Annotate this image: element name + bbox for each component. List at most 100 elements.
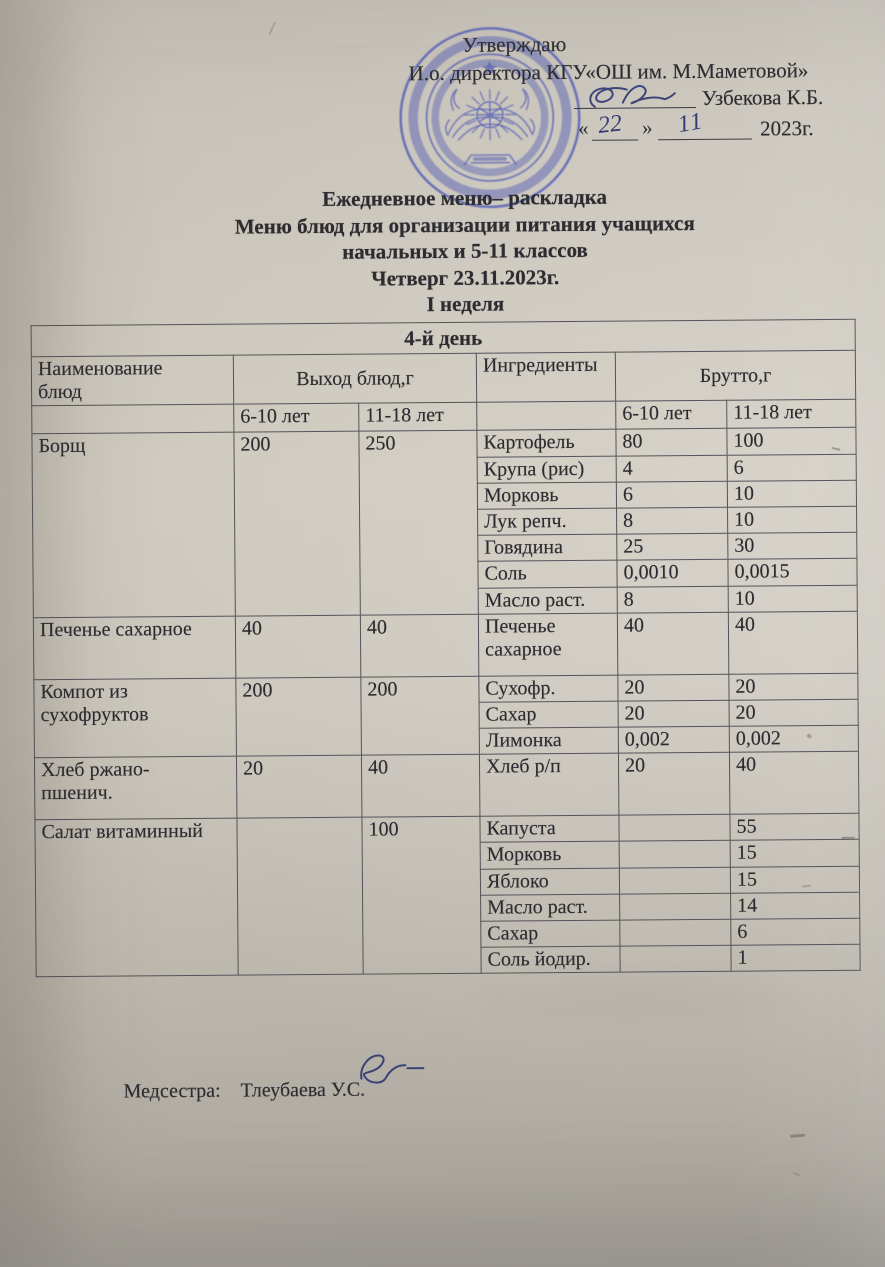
output-old-cell: 100 [361,816,482,975]
paper-scratch [268,21,276,36]
brutto-old-cell: 10 [728,584,858,612]
output-young-cell: 200 [235,676,362,757]
official-stamp [393,21,587,215]
director-name: Узбекова К.Б. [701,84,824,110]
brutto-old-cell: 6 [730,918,861,946]
menu-table: 4-й день Наименование блюд Выход блюд,г … [31,319,861,978]
ingredient-name-cell: Лук репч. [477,508,617,536]
age-old-output: 11-18 лет [358,402,477,432]
brutto-young-cell: 25 [616,533,728,561]
brutto-young-cell: 6 [616,481,728,509]
brutto-old-cell: 30 [727,532,857,560]
menu-row: Хлеб ржано- пшенич. 20 40 Хлеб р/п 20 40 [34,751,859,820]
brutto-old-cell: 1 [730,944,861,972]
approve-word: Утверждаю [462,32,567,57]
ingredient-name-cell: Сухофр. [478,674,619,703]
brutto-young-cell [619,945,732,973]
brutto-old-cell: 55 [729,813,860,841]
age-young-output: 6-10 лет [233,403,359,433]
col-header-dish: Наименование блюд [31,355,234,407]
output-old-cell: 40 [361,754,480,818]
brutto-old-cell: 0,002 [729,725,859,753]
col-header-brutto: Брутто,г [615,350,856,402]
brutto-young-cell: 20 [617,673,730,701]
handwritten-month: 11 [675,107,707,139]
director-signature-icon [589,85,676,108]
col-header-ingredients: Ингредиенты [476,352,616,403]
brutto-young-cell: 80 [615,428,728,456]
ingredient-name-cell: Сахар [479,700,619,729]
ingredient-name-cell: Капуста [479,815,620,843]
brutto-old-cell: 10 [727,506,857,534]
brutto-old-cell: 14 [730,892,860,920]
empty-cell [476,401,616,431]
empty-cell [31,404,234,435]
nurse-name: Тлеубаева У.С. [240,1078,366,1102]
ingredient-name-cell: Масло раст. [480,893,620,922]
ingredient-name-cell: Морковь [477,481,617,510]
dish-name-cell: Салат витаминный [34,818,239,978]
ingredient-name-cell: Лимонка [479,727,619,755]
age-old-brutto: 11-18 лет [726,399,856,429]
dish-name-cell: Печенье сахарное [33,615,236,680]
brutto-old-cell: 40 [728,610,858,674]
ingredient-name-cell: Говядина [477,534,617,562]
output-young-cell: 40 [235,614,361,678]
ingredient-name-cell: Картофель [476,429,617,457]
brutto-young-cell [619,893,731,921]
table-header-row: Наименование блюд Выход блюд,г Ингредиен… [31,350,856,407]
brutto-young-cell [619,840,731,868]
col-header-output: Выход блюд,г [233,353,477,405]
output-young-cell [236,817,364,976]
quote-close: » [641,115,653,140]
brutto-old-cell: 10 [727,479,857,508]
brutto-young-cell: 0,002 [618,726,730,754]
ingredient-name-cell: Крупа (рис) [477,455,617,483]
brutto-young-cell: 40 [617,611,729,675]
menu-row: Печенье сахарное 40 40 Печенье сахарное 40 40 [33,610,858,680]
handwritten-day: 22 [596,110,624,139]
dish-name-cell: Борщ [31,432,236,618]
stamp-graphic [399,27,581,209]
quote-open: « [577,115,589,140]
menu-table-body: Борщ 200 250 Картофель 80 100 Крупа (рис) 4 6 Мор… [31,427,861,978]
brutto-old-cell: 15 [730,839,860,867]
output-young-cell: 200 [233,431,361,616]
title-line-5: I неделя [426,291,505,317]
ingredient-name-cell: Яблоко [480,867,620,896]
brutto-young-cell: 4 [616,454,728,482]
output-young-cell: 20 [236,755,362,819]
brutto-young-cell [618,814,731,842]
output-old-cell: 200 [360,675,480,756]
pencil-mark [789,1133,806,1138]
dish-name-cell: Компот из сухофруктов [33,677,237,758]
brutto-old-cell: 6 [727,453,857,482]
ingredient-name-cell: Сахар [480,920,620,948]
ingredient-name-cell: Соль [477,560,618,588]
brutto-old-cell: 0,0015 [727,558,858,586]
brutto-young-cell [619,919,731,947]
brutto-young-cell [619,866,731,894]
brutto-young-cell: 0,0010 [616,559,729,587]
brutto-old-cell: 20 [729,699,859,727]
ingredient-name-cell: Печенье сахарное [478,612,618,676]
brutto-young-cell: 8 [616,507,728,535]
month-underline [658,138,753,141]
dish-name-cell: Хлеб ржано- пшенич. [34,756,237,820]
ingredient-name-cell: Масло раст. [478,586,618,614]
nurse-role-label: Медсестра: [123,1079,221,1103]
brutto-young-cell: 8 [617,585,729,613]
pencil-mark [841,836,855,839]
output-old-cell: 40 [360,613,479,677]
output-old-cell: 250 [358,430,479,615]
document-title-block: Ежедневное меню– раскладка Меню блюд для… [47,182,882,321]
ingredient-name-cell: Соль йодир. [480,946,621,974]
pencil-mark [793,1172,801,1177]
brutto-old-cell: 40 [729,751,859,815]
ingredient-name-cell: Морковь [480,841,620,869]
nurse-signature-icon [360,1054,425,1084]
brutto-old-cell: 100 [726,427,857,455]
age-young-brutto: 6-10 лет [615,400,727,430]
